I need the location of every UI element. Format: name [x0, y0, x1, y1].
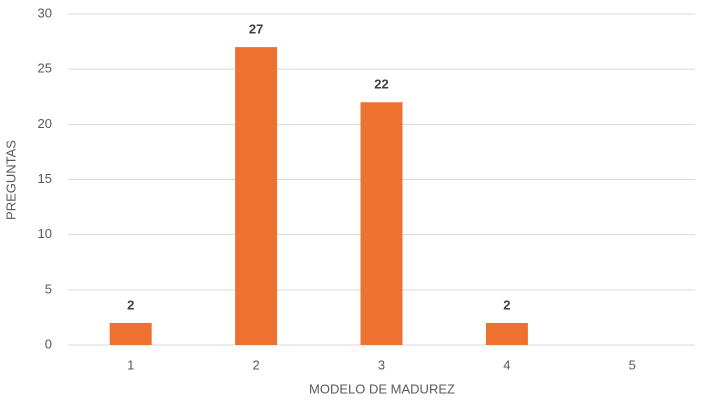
x-tick-label: 1: [127, 357, 134, 372]
data-label: 22: [374, 77, 388, 92]
bar: [235, 47, 278, 345]
y-tick-label: 10: [38, 226, 52, 241]
y-tick-label: 20: [38, 116, 52, 131]
bar: [109, 322, 152, 345]
data-label: 2: [127, 297, 134, 312]
bar: [485, 322, 528, 345]
y-tick-label: 0: [45, 336, 52, 351]
x-axis-label: MODELO DE MADUREZ: [309, 381, 455, 396]
x-tick-label: 5: [629, 357, 636, 372]
x-tick-label: 4: [503, 357, 510, 372]
x-tick-label: 3: [378, 357, 385, 372]
y-tick-label: 25: [38, 61, 52, 76]
data-label: 2: [503, 297, 510, 312]
bar: [360, 102, 403, 346]
y-tick-label: 5: [45, 281, 52, 296]
x-tick-label: 2: [252, 357, 259, 372]
y-tick-label: 30: [38, 5, 52, 20]
data-label: 27: [249, 22, 263, 37]
y-axis-label: PREGUNTAS: [3, 140, 18, 220]
y-tick-label: 15: [38, 171, 52, 186]
